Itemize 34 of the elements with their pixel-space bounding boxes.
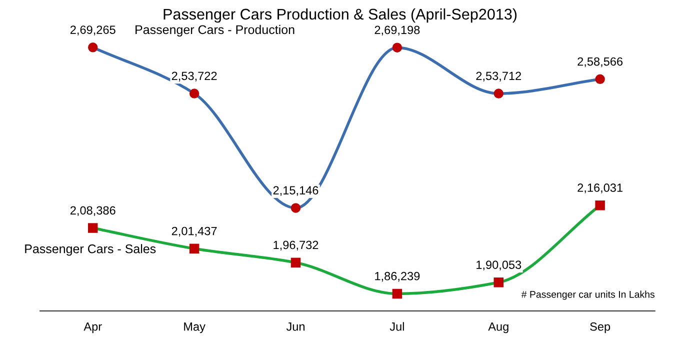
point <box>494 88 504 98</box>
x-tick-label: Sep <box>590 322 610 334</box>
point <box>290 258 301 268</box>
data-label: 2,69,265 <box>70 26 116 36</box>
x-tick-label: Jun <box>286 322 304 331</box>
point <box>392 42 402 52</box>
point <box>189 88 200 98</box>
point <box>392 288 402 299</box>
point <box>189 244 200 254</box>
x-tick-label: May <box>184 322 206 334</box>
data-label: 2,15,146 <box>273 186 318 196</box>
point <box>88 223 98 233</box>
data-label: 1,90,053 <box>476 260 522 270</box>
x-tick-label: Aug <box>488 322 508 334</box>
chart-title: Passenger Cars Production & Sales (April-Sep2013) <box>164 8 517 23</box>
data-label: 1,96,732 <box>274 240 318 251</box>
data-label: 2,08,386 <box>70 206 116 216</box>
annotation: # Passenger car units In Lakhs <box>521 290 654 300</box>
series-label: Passenger Cars - Sales <box>25 244 156 256</box>
text: Passenger Cars - Production <box>136 24 294 37</box>
point <box>595 74 605 84</box>
point <box>88 42 98 52</box>
point <box>494 278 504 288</box>
data-label: 2,69,198 <box>374 26 420 36</box>
x-tick-label: Jul <box>390 322 404 331</box>
data-label: 2,53,722 <box>172 72 217 82</box>
data-label: 1,86,239 <box>375 272 420 282</box>
point <box>290 203 301 213</box>
data-label: 2,58,566 <box>578 57 623 68</box>
data-label: 2,53,712 <box>476 72 522 82</box>
x-tick-label: Apr <box>84 322 102 334</box>
point <box>595 200 605 210</box>
data-label: 2,16,031 <box>578 184 622 194</box>
data-label: 2,01,437 <box>172 226 217 237</box>
